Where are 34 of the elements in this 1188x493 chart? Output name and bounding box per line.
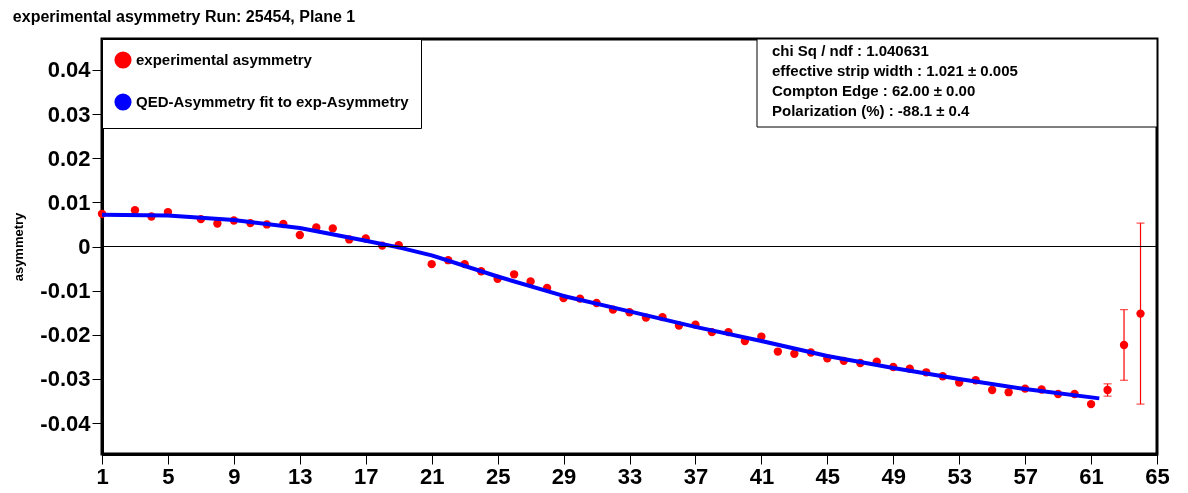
x-tick-label: 21 xyxy=(419,463,445,489)
y-tick-label: 0.04 xyxy=(47,57,92,83)
legend-label: QED-Asymmetry fit to exp-Asymmetry xyxy=(136,93,410,110)
x-tick-label: 25 xyxy=(485,463,511,489)
x-tick-label: 13 xyxy=(288,463,313,489)
x-tick-label: 57 xyxy=(1013,463,1038,489)
x-tick-label: 1 xyxy=(96,463,109,489)
chart-title: experimental asymmetry Run: 25454, Plane 1 xyxy=(12,7,356,25)
y-tick-label: -0.04 xyxy=(40,410,92,436)
x-tick-label: 53 xyxy=(947,463,972,489)
y-tick-label: -0.02 xyxy=(40,322,91,348)
x-tick-label: 61 xyxy=(1079,463,1104,489)
x-tick-label: 33 xyxy=(617,463,643,489)
annotation: Polarization (%) : -88.1 ± 0.4 xyxy=(772,102,971,119)
y-tick-label: -0.01 xyxy=(40,278,91,304)
x-tick-label: 41 xyxy=(749,463,775,489)
annotation: effective strip width : 1.021 ± 0.005 xyxy=(772,62,1018,79)
y-tick-label: 0.03 xyxy=(47,101,91,127)
x-tick-label: 37 xyxy=(683,463,709,489)
x-tick-label: 65 xyxy=(1145,463,1170,489)
x-tick-label: 17 xyxy=(354,463,379,489)
x-tick-label: 9 xyxy=(228,463,241,489)
x-tick-label: 49 xyxy=(881,463,906,489)
x-tick-label: 45 xyxy=(815,463,841,489)
y-tick-label: 0.02 xyxy=(47,145,91,171)
y-tick-label: 0.01 xyxy=(47,189,91,215)
x-tick-label: 29 xyxy=(551,463,577,489)
annotation: chi Sq / ndf : 1.040631 xyxy=(772,42,929,59)
y-tick-label: 0 xyxy=(78,234,91,259)
y-tick-label: -0.03 xyxy=(40,366,91,392)
annotation: Compton Edge : 62.00 ± 0.00 xyxy=(772,82,976,99)
legend-label: experimental asymmetry xyxy=(136,51,313,68)
x-tick-label: 5 xyxy=(162,463,175,489)
y-axis-title: asymmetry xyxy=(11,211,27,282)
